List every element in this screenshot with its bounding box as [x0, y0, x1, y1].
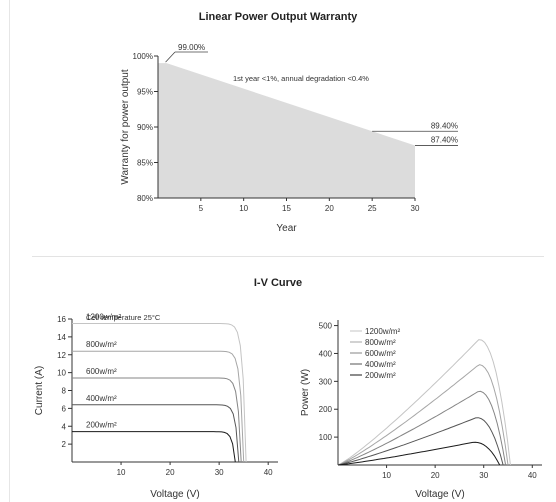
cell-temperature-label: Cell temperature 25°C: [86, 313, 161, 322]
pv-y-tick-label: 200: [319, 405, 333, 414]
pv-legend-label: 600w/m²: [365, 349, 396, 358]
warranty-x-tick-label: 25: [368, 204, 377, 213]
pv-x-axis-label: Voltage (V): [415, 489, 464, 500]
iv-y-axis-label: Current (A): [34, 366, 45, 415]
warranty-x-tick-label: 20: [325, 204, 334, 213]
warranty-area: [158, 63, 415, 198]
warranty-y-tick-label: 80%: [137, 194, 153, 203]
iv-y-tick-label: 4: [62, 422, 67, 431]
section-divider: [32, 256, 544, 257]
iv-curve: [72, 404, 240, 463]
iv-curve-title: I-V Curve: [253, 277, 303, 289]
iv-y-tick-label: 12: [57, 351, 66, 360]
warranty-x-tick-label: 10: [239, 204, 248, 213]
pv-curve: [337, 441, 501, 466]
iv-y-tick-label: 6: [62, 404, 67, 413]
pv-x-tick-label: 20: [431, 471, 440, 480]
iv-y-tick-label: 2: [62, 440, 67, 449]
iv-curve-label: 1200w/m²: [86, 312, 121, 321]
iv-curve: [72, 377, 242, 463]
iv-curve-label: 400w/m²: [86, 394, 117, 403]
iv-current-chart: 2 4 6 8 10 12 14 16 10 20 30 40 Voltage (V) Current (…: [34, 312, 278, 500]
warranty-y-tick-label: 85%: [137, 159, 153, 168]
pv-curve: [337, 364, 509, 466]
iv-x-tick-label: 40: [264, 468, 273, 477]
pv-legend-label: 400w/m²: [365, 360, 396, 369]
iv-curve-label: 200w/m²: [86, 421, 117, 430]
warranty-x-axis-label: Year: [276, 223, 297, 234]
warranty-y-tick-label: 95%: [137, 88, 153, 97]
warranty-y-axis-label: Warranty for power output: [120, 69, 131, 184]
iv-curve-label: 600w/m²: [86, 367, 117, 376]
warranty-y-tick-label: 100%: [133, 52, 153, 61]
pv-y-tick-label: 400: [319, 349, 333, 358]
pv-y-tick-label: 100: [319, 433, 333, 442]
iv-y-tick-label: 16: [57, 315, 66, 324]
pv-y-tick-label: 300: [319, 377, 333, 386]
pv-curve: [337, 390, 507, 466]
callout-874-label: 87.40%: [431, 135, 458, 144]
pv-y-axis-label: Power (W): [300, 369, 311, 416]
pv-x-tick-label: 30: [479, 471, 488, 480]
left-border: [9, 0, 10, 502]
warranty-y-tick-label: 90%: [137, 123, 153, 132]
iv-curve: [72, 431, 236, 463]
warranty-x-tick-label: 30: [411, 204, 420, 213]
pv-legend-label: 200w/m²: [365, 371, 396, 380]
iv-curve: [72, 323, 247, 463]
iv-power-chart: 100 200 300 400 500 10 20 30 40 Voltage (V) Power …: [300, 320, 542, 500]
warranty-annotation: 1st year <1%, annual degradation <0.4%: [233, 74, 369, 83]
warranty-x-tick-label: 15: [282, 204, 291, 213]
pv-x-tick-label: 40: [528, 471, 537, 480]
callout-99-label: 99.00%: [178, 43, 205, 52]
iv-curve-label: 800w/m²: [86, 340, 117, 349]
pv-curve: [337, 339, 511, 466]
pv-legend-label: 1200w/m²: [365, 327, 400, 336]
iv-y-tick-label: 10: [57, 369, 66, 378]
iv-curve: [72, 350, 245, 463]
pv-y-tick-label: 500: [319, 322, 333, 331]
iv-x-tick-label: 30: [215, 468, 224, 477]
iv-x-axis-label: Voltage (V): [150, 489, 199, 500]
callout-99-leader: [165, 51, 176, 63]
callout-894-label: 89.40%: [431, 121, 458, 130]
iv-x-tick-label: 20: [166, 468, 175, 477]
iv-x-tick-label: 10: [117, 468, 126, 477]
pv-x-tick-label: 10: [382, 471, 391, 480]
warranty-x-tick-label: 5: [199, 204, 204, 213]
warranty-chart-title: Linear Power Output Warranty: [198, 11, 358, 23]
pv-legend-label: 800w/m²: [365, 338, 396, 347]
iv-y-tick-label: 14: [57, 333, 66, 342]
pv-curve: [337, 417, 504, 466]
warranty-chart: 80% 85% 90% 95% 100% 5 10 15 20 25 30 Year Warranty …: [120, 43, 458, 234]
iv-y-tick-label: 8: [62, 387, 67, 396]
